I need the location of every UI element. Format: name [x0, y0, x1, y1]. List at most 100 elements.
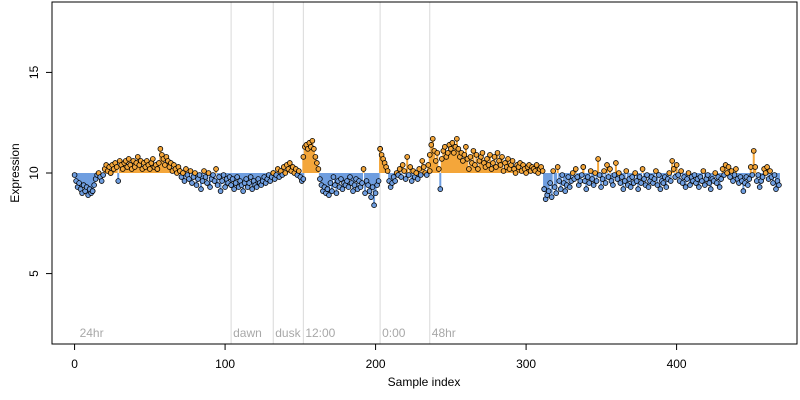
expression-point — [332, 182, 338, 188]
expression-point — [636, 174, 643, 180]
expression-point — [632, 170, 638, 176]
expression-point — [210, 172, 216, 178]
expression-point — [314, 160, 320, 166]
expression-point — [198, 186, 204, 192]
expression-point — [327, 180, 334, 186]
expression-point — [553, 190, 559, 196]
expression-point — [484, 156, 490, 162]
expression-point — [589, 176, 595, 182]
expression-point — [89, 188, 96, 194]
expression-point — [684, 176, 690, 182]
expression-point — [678, 168, 684, 174]
expression-point — [315, 166, 322, 172]
expression-point — [704, 172, 711, 178]
expression-point — [494, 150, 501, 156]
expression-point — [491, 154, 498, 160]
expression-point — [205, 170, 212, 176]
expression-point — [207, 184, 213, 190]
expression-points — [71, 136, 782, 208]
expression-point — [712, 170, 719, 176]
expression-point — [423, 172, 430, 178]
expression-point — [554, 164, 561, 170]
expression-point — [475, 166, 481, 172]
expression-point — [119, 166, 126, 172]
expression-point — [183, 166, 189, 172]
expression-point — [488, 166, 495, 172]
expression-point — [745, 182, 751, 188]
expression-point — [639, 166, 646, 172]
expression-point — [326, 192, 332, 198]
expression-point — [583, 186, 590, 192]
expression-point — [746, 176, 753, 182]
expression-point — [605, 174, 612, 180]
expression-point — [541, 186, 547, 192]
expression-point — [505, 156, 511, 162]
expression-point — [228, 182, 234, 188]
expression-point — [249, 186, 255, 192]
x-tick-label: 200 — [366, 357, 386, 371]
phase-label: 0:00 — [382, 326, 406, 340]
expression-point — [675, 172, 681, 178]
expression-point — [417, 172, 424, 178]
expression-point — [620, 186, 627, 192]
expression-point — [752, 164, 759, 170]
expression-point — [616, 170, 622, 176]
expression-point — [384, 168, 391, 174]
expression-point — [617, 180, 624, 186]
expression-point — [707, 186, 714, 192]
expression-point — [162, 162, 168, 168]
expression-point — [425, 162, 432, 168]
expression-point — [490, 160, 496, 166]
y-tick-label: 10 — [27, 166, 41, 180]
expression-point — [324, 186, 331, 192]
expression-point — [134, 154, 141, 160]
expression-point — [601, 168, 607, 174]
expression-point — [213, 166, 219, 172]
expression-point — [663, 184, 670, 190]
expression-point — [347, 174, 353, 180]
expression-point — [750, 148, 757, 154]
expression-point — [629, 174, 635, 180]
expression-point — [656, 172, 662, 178]
expression-point — [702, 182, 708, 188]
expression-point — [466, 166, 472, 172]
expression-point — [565, 174, 572, 180]
expression-point — [512, 170, 519, 176]
expression-point — [189, 180, 195, 186]
expression-point — [402, 176, 409, 182]
expression-point — [578, 172, 585, 178]
expression-point — [653, 168, 659, 174]
expression-point — [442, 144, 448, 150]
expression-point — [246, 180, 252, 186]
expression-point — [220, 172, 227, 178]
expression-point — [644, 172, 650, 178]
expression-point — [730, 178, 736, 184]
expression-point — [157, 146, 164, 152]
expression-point — [377, 146, 383, 152]
expression-point — [764, 164, 770, 170]
expression-point — [234, 174, 240, 180]
expression-point — [214, 182, 221, 188]
expression-point — [414, 176, 421, 182]
expression-point — [669, 158, 676, 164]
expression-point — [470, 148, 477, 154]
expression-point — [728, 168, 735, 174]
expression-point — [566, 184, 573, 190]
expression-point — [593, 178, 600, 184]
expression-point — [408, 178, 415, 184]
expression-point — [592, 170, 598, 176]
expression-point — [371, 202, 377, 208]
expression-point — [613, 160, 619, 166]
expression-point — [329, 188, 335, 194]
expression-point — [181, 178, 188, 184]
expression-point — [338, 176, 344, 182]
expression-point — [350, 188, 356, 194]
expression-point — [586, 180, 593, 186]
expression-point — [154, 166, 161, 172]
expression-point — [666, 170, 673, 176]
expression-point — [550, 168, 556, 174]
expression-point — [700, 168, 707, 174]
expression-point — [454, 136, 460, 142]
expression-point — [219, 178, 225, 184]
